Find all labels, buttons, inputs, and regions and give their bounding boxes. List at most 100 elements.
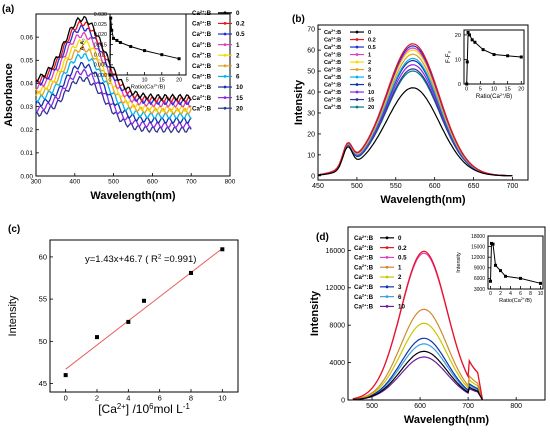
c-panel-label: (c) [8,224,20,235]
c-x-tick-label: 2 [95,394,99,403]
b-y-tick-label: 30 [307,110,315,117]
b-legend-entry-prefix-part: :B [335,98,341,104]
d-inset-point [504,274,507,278]
d-inset-x-tick-label: 10 [538,291,544,297]
d-x-tick-label: 500 [366,403,378,410]
b-plot-frame [317,24,529,181]
d-legend-entry-prefix-part: Ca [354,245,362,252]
c-fit-line [65,248,223,370]
b-y-tick-label: 60 [307,48,315,55]
a-panel-label: (a) [2,4,14,15]
d-inset-point [539,281,542,285]
b-inset-xlabel: Ratio(Ca2+/B) [476,92,512,100]
b-legend-entry-prefix-sup: 2+ [331,74,335,78]
b-legend-entry-prefix-part: Ca [324,98,332,104]
b-legend-entry-prefix-sup: 2+ [331,29,335,33]
a-legend-entry-prefix: Ca2+:B [192,83,212,91]
d-legend-entry-prefix-part: Ca [354,294,362,301]
a-legend-label: 3 [236,63,240,70]
b-legend-label: 3 [368,68,371,74]
b-legend-label: 1 [368,53,371,59]
d-inset-point [499,269,502,273]
a-legend-label: 2 [236,52,240,59]
b-series-line [317,53,513,177]
a-legend-marker [223,64,227,68]
d-legend-entry-prefix: Ca2+:B [354,253,374,261]
d-inset-x-tick-label: 4 [509,291,512,297]
d-inset-x-tick-label: 8 [529,291,532,297]
a-legend-entry-prefix-sup: 2+ [200,41,205,46]
b-legend-entry-prefix-part: :B [335,60,341,66]
b-legend-entry-prefix-sup: 2+ [331,89,335,93]
d-legend-label: 0.5 [398,255,407,262]
a-series-line [35,38,192,113]
a-legend-entry-prefix-sup: 2+ [200,51,205,56]
d-legend-entry-prefix-sup: 2+ [362,293,367,298]
a-inset-point [118,40,122,44]
c-data-point [220,247,225,252]
d-legend-label: 1 [398,264,402,271]
b-legend-marker [355,45,359,49]
b-legend-entry-prefix-part: :B [335,53,341,59]
a-series-line [35,75,192,134]
a-y-tick-label: 0.05 [20,58,33,65]
b-legend-label: 15 [368,98,374,104]
d-inset-plot-frame [487,235,544,290]
a-legend-entry-prefix-part: :B [205,63,212,70]
a-inset-plot-frame [109,13,187,76]
d-inset-y-tick-label: 6000 [474,276,485,282]
b-legend-marker [355,75,359,79]
d-legend-entry-prefix-part: :B [367,294,374,301]
c-xlabel: [Ca2+] /106mol L-1 [98,402,190,416]
a-inset-y-tick-label: 0.010 [94,53,107,59]
b-legend-entry-prefix-sup: 2+ [331,67,335,71]
a-inset-y-tick-label: 0.030 [94,12,107,18]
b-inset-point [466,30,470,34]
a-legend-entry-prefix-part: :B [205,95,212,102]
a-legend-entry-prefix-part: Ca [192,63,200,70]
b-legend-marker [355,53,359,56]
d-legend-marker [385,236,389,240]
c-x-tick-label: 6 [158,394,162,403]
b-legend-entry-prefix: Ca2+:B [324,52,341,59]
b-legend-entry-prefix-part: :B [335,38,341,44]
d-legend-entry-prefix-sup: 2+ [362,302,367,307]
d-inset-y-tick-label: 9000 [474,266,485,272]
a-legend-entry-prefix-part: Ca [192,105,200,112]
c-x-tick-label: 0 [64,394,68,403]
a-legend-entry-prefix-sup: 2+ [200,94,205,99]
d-inset-xlabel: Ratio(Ca2+/B) [499,297,532,304]
b-inset-xlabel-sup: 2+ [500,92,505,97]
c-fit-equation-part: y=1.43x+46.7 ( R [85,254,158,265]
b-y-tick-label: 0 [311,173,315,180]
b-legend-label: 10 [368,90,374,96]
b-legend-marker [355,68,359,71]
d-legend-label: 0.2 [398,245,407,252]
d-legend-marker [385,295,389,299]
b-xlabel: Wavelength(nm) [380,194,465,206]
d-inset-y-tick-label: 15000 [471,244,485,250]
d-legend-entry-prefix-sup: 2+ [362,253,367,258]
a-legend-entry-prefix: Ca2+:B [192,72,212,80]
b-legend-entry-prefix-part: Ca [324,68,332,74]
b-x-tick-label: 700 [507,183,519,190]
b-inset-x-tick-label: 20 [518,87,524,93]
a-legend-marker [223,75,227,78]
a-legend-entry-prefix-part: Ca [192,84,200,91]
b-inset-xlabel-part: /B) [504,93,512,100]
b-legend-entry-prefix-part: Ca [324,90,332,96]
b-inset-line [466,30,522,85]
d-y-tick-label: 8000 [329,323,345,330]
c-data-point [142,298,146,303]
b-inset-x-tick-label: 5 [479,87,482,93]
d-legend-marker [385,285,389,289]
b-series-line [317,43,513,177]
d-legend-entry-prefix-sup: 2+ [362,263,367,268]
b-legend-entry-prefix: Ca2+:B [324,104,341,111]
d-legend-entry-prefix-part: Ca [354,274,362,281]
a-inset-y-tick-label: 0.020 [94,32,107,38]
a-inset-x-tick-label: 10 [142,77,148,83]
d-legend-entry-prefix-part: Ca [354,284,362,291]
